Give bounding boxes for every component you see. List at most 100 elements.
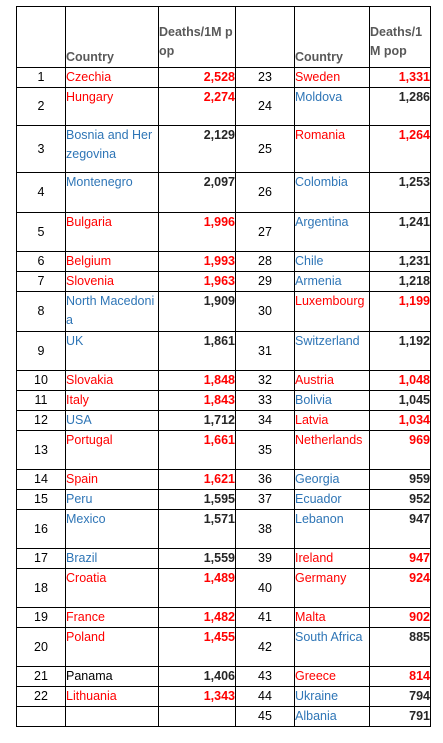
country-cell: France <box>65 607 159 628</box>
deaths-header-left: Deaths/1M pop <box>158 6 236 68</box>
deaths-cell: 1,963 <box>158 271 236 292</box>
country-cell: Albania <box>294 706 370 727</box>
empty-cell <box>16 706 66 727</box>
deaths-cell: 1,192 <box>369 331 431 371</box>
country-cell: UK <box>65 331 159 371</box>
deaths-cell: 1,253 <box>369 172 431 213</box>
rank-cell: 12 <box>16 410 66 431</box>
table-row: 21 Panama 1,406 43 Greece 814 <box>16 666 431 687</box>
country-cell: Armenia <box>294 271 370 292</box>
rank-header-left <box>16 6 66 68</box>
rank-cell: 25 <box>235 125 295 173</box>
deaths-cell: 1,331 <box>369 67 431 88</box>
country-cell: Germany <box>294 568 370 608</box>
table-row: 5 Bulgaria 1,996 27 Argentina 1,241 <box>16 212 431 252</box>
rank-cell: 34 <box>235 410 295 431</box>
country-cell: Romania <box>294 125 370 173</box>
deaths-cell: 1,996 <box>158 212 236 252</box>
deaths-cell: 1,218 <box>369 271 431 292</box>
country-cell: South Africa <box>294 627 370 667</box>
deaths-cell: 952 <box>369 489 431 510</box>
deaths-cell: 2,129 <box>158 125 236 173</box>
table-row: 15 Peru 1,595 37 Ecuador 952 <box>16 489 431 510</box>
rank-cell: 6 <box>16 251 66 272</box>
table-row: 13 Portugal 1,661 35 Netherlands 969 <box>16 430 431 470</box>
country-cell: Bolivia <box>294 390 370 411</box>
rank-cell: 32 <box>235 370 295 391</box>
table-row: 3 Bosnia and Herzegovina 2,129 25 Romania 1,2… <box>16 125 431 173</box>
deaths-cell: 1,848 <box>158 370 236 391</box>
deaths-cell: 1,406 <box>158 666 236 687</box>
deaths-cell: 1,231 <box>369 251 431 272</box>
rank-cell: 4 <box>16 172 66 213</box>
country-cell: Argentina <box>294 212 370 252</box>
empty-cell <box>158 706 236 727</box>
country-cell: Spain <box>65 469 159 490</box>
table-row: 45 Albania 791 <box>16 706 431 727</box>
rank-cell: 10 <box>16 370 66 391</box>
country-cell: Georgia <box>294 469 370 490</box>
rank-cell: 37 <box>235 489 295 510</box>
rank-cell: 23 <box>235 67 295 88</box>
country-cell: Netherlands <box>294 430 370 470</box>
table-row: 8 North Macedonia 1,909 30 Luxembourg 1,199 <box>16 291 431 332</box>
rank-cell: 45 <box>235 706 295 727</box>
country-cell: Belgium <box>65 251 159 272</box>
rank-cell: 39 <box>235 548 295 569</box>
table-row: 20 Poland 1,455 42 South Africa 885 <box>16 627 431 667</box>
country-cell: Hungary <box>65 87 159 126</box>
table-row: 18 Croatia 1,489 40 Germany 924 <box>16 568 431 608</box>
country-cell: Chile <box>294 251 370 272</box>
deaths-cell: 1,843 <box>158 390 236 411</box>
rank-cell: 26 <box>235 172 295 213</box>
rank-cell: 8 <box>16 291 66 332</box>
deaths-cell: 1,045 <box>369 390 431 411</box>
rank-cell: 16 <box>16 509 66 549</box>
rank-cell: 44 <box>235 686 295 707</box>
country-cell: Panama <box>65 666 159 687</box>
country-cell: Ukraine <box>294 686 370 707</box>
deaths-cell: 794 <box>369 686 431 707</box>
table-row: 22 Lithuania 1,343 44 Ukraine 794 <box>16 686 431 707</box>
country-cell: Moldova <box>294 87 370 126</box>
country-cell: Mexico <box>65 509 159 549</box>
table-row: 16 Mexico 1,571 38 Lebanon 947 <box>16 509 431 549</box>
rank-cell: 35 <box>235 430 295 470</box>
rank-cell: 1 <box>16 67 66 88</box>
country-cell: Greece <box>294 666 370 687</box>
rank-cell: 11 <box>16 390 66 411</box>
deaths-cell: 2,274 <box>158 87 236 126</box>
deaths-cell: 2,097 <box>158 172 236 213</box>
country-cell: Luxembourg <box>294 291 370 332</box>
rank-header-right <box>235 6 295 68</box>
table-row: 11 Italy 1,843 33 Bolivia 1,045 <box>16 390 431 411</box>
country-cell: Czechia <box>65 67 159 88</box>
rank-cell: 33 <box>235 390 295 411</box>
rank-cell: 22 <box>16 686 66 707</box>
country-cell: North Macedonia <box>65 291 159 332</box>
country-cell: Poland <box>65 627 159 667</box>
table-row: 9 UK 1,861 31 Switzerland 1,192 <box>16 331 431 371</box>
country-cell: Ecuador <box>294 489 370 510</box>
deaths-cell: 947 <box>369 548 431 569</box>
country-cell: Croatia <box>65 568 159 608</box>
deaths-cell: 1,343 <box>158 686 236 707</box>
country-cell: Switzerland <box>294 331 370 371</box>
rank-cell: 2 <box>16 87 66 126</box>
deaths-cell: 1,595 <box>158 489 236 510</box>
rank-cell: 40 <box>235 568 295 608</box>
deaths-cell: 1,489 <box>158 568 236 608</box>
rank-cell: 3 <box>16 125 66 173</box>
country-cell: Lithuania <box>65 686 159 707</box>
deaths-cell: 885 <box>369 627 431 667</box>
deaths-cell: 1,241 <box>369 212 431 252</box>
deaths-cell: 2,528 <box>158 67 236 88</box>
rank-cell: 15 <box>16 489 66 510</box>
deaths-per-million-table: Country Deaths/1M pop Country Deaths/1M … <box>16 6 431 727</box>
deaths-cell: 969 <box>369 430 431 470</box>
deaths-cell: 1,286 <box>369 87 431 126</box>
table-row: 6 Belgium 1,993 28 Chile 1,231 <box>16 251 431 272</box>
deaths-cell: 924 <box>369 568 431 608</box>
table-row: 4 Montenegro 2,097 26 Colombia 1,253 <box>16 172 431 213</box>
deaths-cell: 1,264 <box>369 125 431 173</box>
